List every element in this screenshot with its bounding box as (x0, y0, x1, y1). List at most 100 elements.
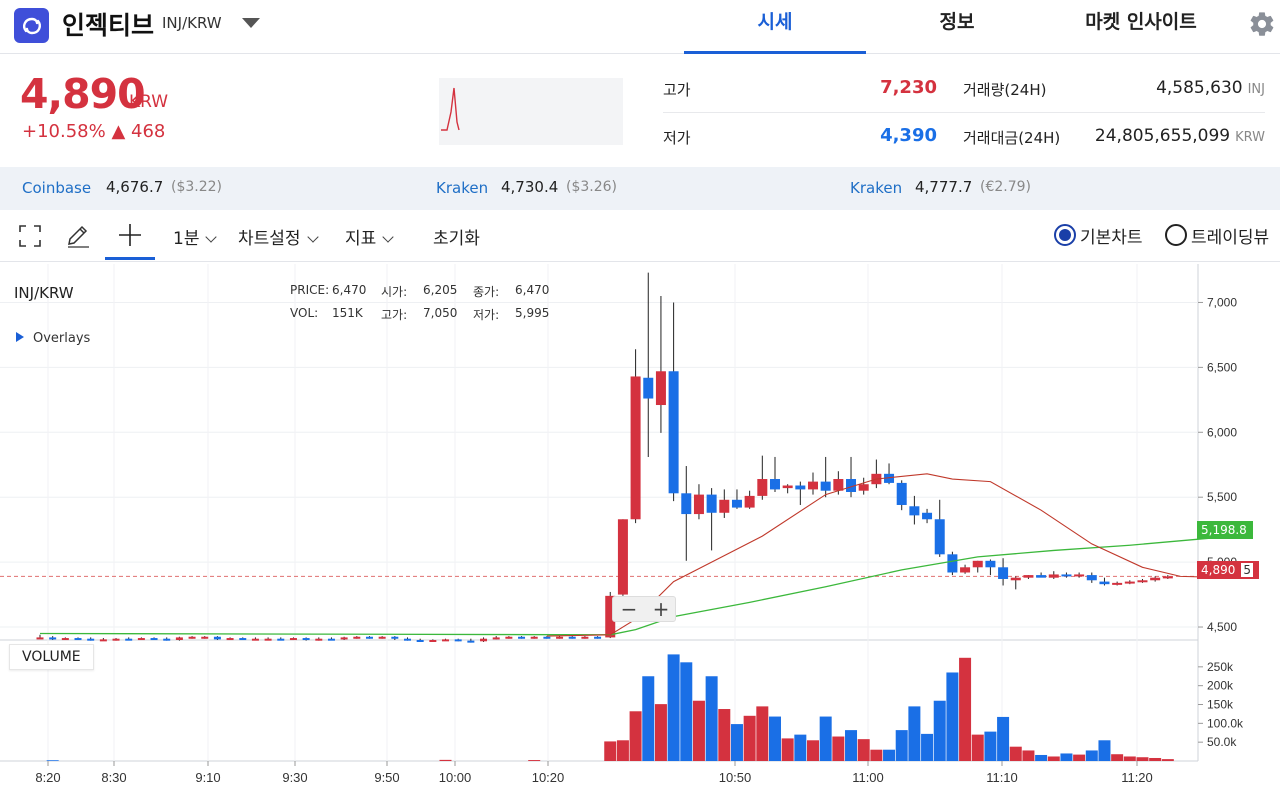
volume-tick-label: 50.0k (1207, 735, 1237, 749)
zoom-control: − + (612, 596, 676, 622)
current-price: 4,890 (20, 70, 146, 118)
volume-bar (1073, 754, 1086, 761)
volume-bar (870, 749, 883, 761)
candle-up (61, 638, 69, 641)
indicators-menu[interactable]: 지표 (345, 224, 394, 249)
candle-down (934, 519, 945, 555)
tab-price[interactable]: 시세 (684, 8, 866, 54)
gear-icon[interactable] (1248, 10, 1276, 38)
tab-info[interactable]: 정보 (939, 11, 975, 33)
volume-bar (1123, 756, 1136, 761)
reset-button[interactable]: 초기화 (433, 229, 480, 249)
price-chart[interactable]: 4,5005,0005,5006,0006,5007,00050.0k100.0… (0, 264, 1280, 800)
exchange-prices: Coinbase 4,676.7 ($3.22) Kraken 4,730.4 … (0, 167, 1280, 210)
volume-bar (667, 654, 680, 761)
low-value: 4,390 (880, 125, 937, 146)
volume-bar (692, 700, 705, 761)
candle-down (327, 638, 335, 641)
candle-down (87, 638, 95, 641)
volume-bar (946, 672, 959, 761)
coin-dropdown-icon[interactable] (242, 18, 260, 28)
chart-pair-label: INJ/KRW (14, 284, 74, 302)
candle-up (719, 499, 730, 513)
candle-up (757, 479, 768, 496)
price-tick-label: 6,000 (1207, 425, 1237, 439)
candle-up (175, 637, 183, 640)
volume-bar (1009, 746, 1022, 761)
volume-bar (46, 760, 59, 761)
volume-bar (1098, 740, 1111, 761)
exchange-name[interactable]: Kraken (850, 179, 903, 197)
zoom-out-button[interactable]: − (620, 597, 638, 621)
volume-bar (730, 724, 743, 761)
volume-bar (1060, 753, 1073, 761)
header: 인젝티브 INJ/KRW 시세 정보 마켓 인사이트 (0, 0, 1280, 54)
candle-up (630, 376, 641, 520)
time-tick-label: 10:00 (439, 770, 472, 785)
candle-down (403, 638, 411, 641)
exchange-name[interactable]: Kraken (436, 179, 489, 197)
volume-24h-label: 거래량(24H) (963, 81, 1047, 99)
volume-pane-label: VOLUME (9, 644, 94, 670)
candle-up (1124, 581, 1135, 584)
candle-up (693, 494, 704, 515)
candle-up (617, 519, 628, 595)
tradingview-radio[interactable] (1165, 224, 1187, 246)
exchange-name[interactable]: Coinbase (22, 179, 92, 197)
candle-up (137, 638, 145, 641)
exchange-usd-price: ($3.26) (566, 179, 618, 195)
ma-long-badge: 5,198.8 (1197, 521, 1253, 539)
price-unit: KRW (129, 92, 169, 112)
exchange-usd-price: ($3.22) (171, 179, 223, 195)
volume-bar (971, 734, 984, 761)
time-tick-label: 11:20 (1121, 770, 1153, 785)
candle-down (998, 567, 1009, 579)
candle-up (226, 638, 234, 641)
mini-sparkline (439, 78, 623, 145)
injective-logo-icon (14, 8, 49, 43)
volume-bar (1022, 750, 1035, 761)
volume-bar (604, 741, 617, 761)
volume-bar (845, 730, 858, 761)
coin-name[interactable]: 인젝티브 (62, 11, 155, 40)
zoom-in-button[interactable]: + (652, 597, 670, 621)
fullscreen-icon[interactable] (16, 222, 44, 250)
tab-market-insight[interactable]: 마켓 인사이트 (1085, 11, 1197, 33)
overlays-toggle[interactable]: Overlays (16, 331, 90, 346)
time-tick-label: 11:10 (986, 770, 1018, 785)
candle-up (442, 639, 450, 642)
volume-bar (768, 716, 781, 761)
candle-up (315, 638, 323, 641)
candle-down (277, 638, 285, 641)
candle-up (505, 636, 513, 639)
candle-up (1010, 577, 1021, 581)
candle-down (416, 640, 424, 642)
candle-up (36, 637, 44, 640)
price-tick-label: 7,000 (1207, 295, 1237, 309)
crosshair-tool[interactable] (105, 210, 155, 260)
volume-bar (1047, 756, 1060, 761)
candle-down (896, 482, 907, 505)
volume-bar (1136, 757, 1149, 761)
candle-up (480, 638, 488, 642)
basic-chart-radio[interactable] (1054, 224, 1076, 246)
volume-bar (819, 716, 832, 761)
ohlc-price-label: PRICE: (290, 283, 330, 297)
basic-chart-label[interactable]: 기본차트 (1080, 228, 1143, 248)
price-change: +10.58% ▲ 468 (22, 121, 166, 142)
candle-up (492, 637, 500, 640)
chart-settings-menu[interactable]: 차트설정 (238, 224, 319, 249)
candle-down (769, 479, 780, 490)
candle-down (884, 473, 895, 483)
volume-bar (908, 706, 921, 761)
tradingview-label[interactable]: 트레이딩뷰 (1191, 228, 1270, 248)
volume-bar (705, 676, 718, 761)
candle-up (353, 636, 361, 639)
interval-select[interactable]: 1분 (173, 224, 218, 249)
candle-up (556, 636, 564, 639)
chart-canvas[interactable]: 4,5005,0005,5006,0006,5007,00050.0k100.0… (0, 264, 1280, 800)
candle-up (201, 636, 209, 639)
pencil-icon[interactable] (64, 222, 92, 250)
candle-down (820, 481, 831, 491)
candle-up (1074, 574, 1085, 577)
